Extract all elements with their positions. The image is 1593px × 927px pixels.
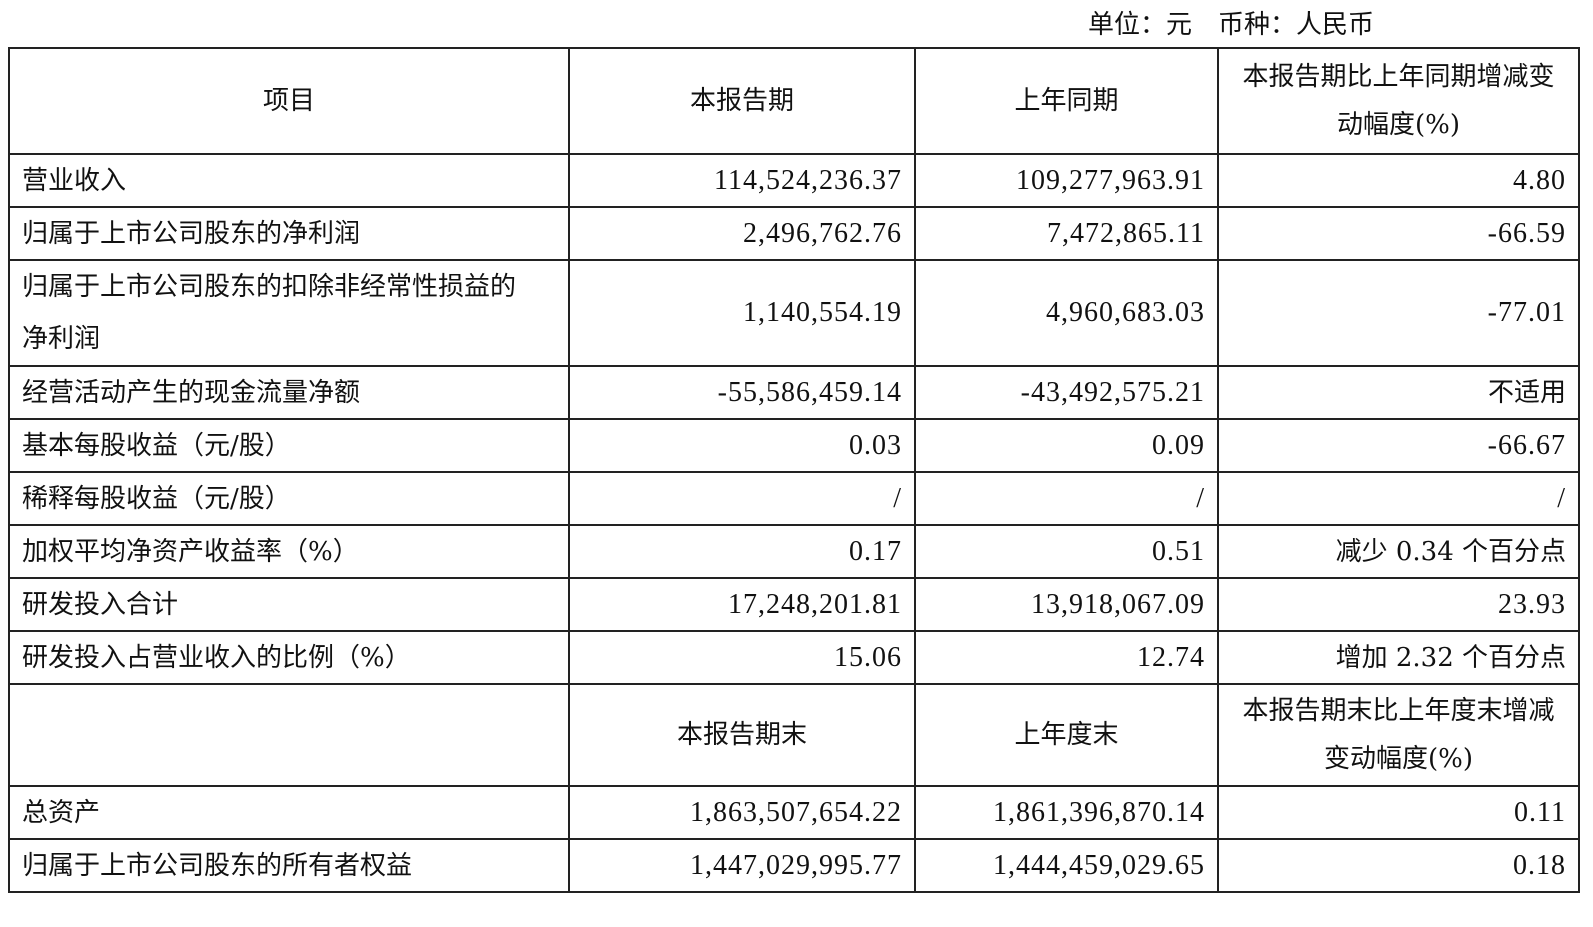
value-cell: 2,496,762.76	[568, 206, 916, 261]
header-row: 项目 本报告期 上年同期 本报告期比上年同期增减变动幅度(%)	[8, 47, 1580, 155]
table-row: 归属于上市公司股东的净利润 2,496,762.76 7,472,865.11 -66…	[8, 206, 1580, 261]
value-cell: 1,863,507,654.22	[568, 785, 916, 840]
value-cell: 109,277,963.91	[914, 153, 1219, 208]
value-cell: 4.80	[1217, 153, 1580, 208]
column-header: 上年度末	[914, 683, 1219, 787]
row-label-cell: 总资产	[8, 785, 570, 840]
row-label-cell: 稀释每股收益（元/股）	[8, 471, 570, 526]
value-cell: 0.51	[914, 524, 1219, 579]
row-label-cell: 研发投入合计	[8, 577, 570, 632]
value-cell: 1,447,029,995.77	[568, 838, 916, 893]
table-row: 总资产 1,863,507,654.22 1,861,396,870.14 0.11	[8, 785, 1580, 840]
value-cell: 4,960,683.03	[914, 259, 1219, 367]
row-label-cell: 研发投入占营业收入的比例（%）	[8, 630, 570, 685]
table-row: 营业收入 114,524,236.37 109,277,963.91 4.80	[8, 153, 1580, 208]
column-header: 本报告期末比上年度末增减变动幅度(%)	[1217, 683, 1580, 787]
unit-currency-note: 单位：元 币种：人民币	[1088, 10, 1375, 40]
value-cell: 15.06	[568, 630, 916, 685]
value-cell: 1,444,459,029.65	[914, 838, 1219, 893]
value-cell: /	[914, 471, 1219, 526]
row-label-cell: 归属于上市公司股东的净利润	[8, 206, 570, 261]
financial-data-table: 项目 本报告期 上年同期 本报告期比上年同期增减变动幅度(%) 营业收入 114,524,…	[8, 47, 1580, 893]
value-cell: 1,861,396,870.14	[914, 785, 1219, 840]
table-row: 归属于上市公司股东的扣除非经常性损益的净利润 1,140,554.19 4,960,…	[8, 259, 1580, 367]
table-row: 加权平均净资产收益率（%） 0.17 0.51 减少 0.34 个百分点	[8, 524, 1580, 579]
column-header: 本报告期末	[568, 683, 916, 787]
value-cell: 0.17	[568, 524, 916, 579]
value-cell: 0.03	[568, 418, 916, 473]
table-row: 基本每股收益（元/股） 0.03 0.09 -66.67	[8, 418, 1580, 473]
header-row: 本报告期末 上年度末 本报告期末比上年度末增减变动幅度(%)	[8, 683, 1580, 787]
row-label-cell: 归属于上市公司股东的所有者权益	[8, 838, 570, 893]
column-header	[8, 683, 570, 787]
value-cell: 17,248,201.81	[568, 577, 916, 632]
column-header: 本报告期	[568, 47, 916, 155]
row-label-cell: 经营活动产生的现金流量净额	[8, 365, 570, 420]
value-cell: /	[568, 471, 916, 526]
table-row: 稀释每股收益（元/股） / / /	[8, 471, 1580, 526]
row-label-cell: 营业收入	[8, 153, 570, 208]
value-cell: 12.74	[914, 630, 1219, 685]
value-cell: -66.67	[1217, 418, 1580, 473]
value-cell: -66.59	[1217, 206, 1580, 261]
value-cell: -43,492,575.21	[914, 365, 1219, 420]
value-cell: /	[1217, 471, 1580, 526]
value-cell: 0.11	[1217, 785, 1580, 840]
value-cell: 增加 2.32 个百分点	[1217, 630, 1580, 685]
value-cell: -77.01	[1217, 259, 1580, 367]
table-row: 研发投入占营业收入的比例（%） 15.06 12.74 增加 2.32 个百分点	[8, 630, 1580, 685]
value-cell: 23.93	[1217, 577, 1580, 632]
value-cell: -55,586,459.14	[568, 365, 916, 420]
row-label-cell: 归属于上市公司股东的扣除非经常性损益的净利润	[8, 259, 570, 367]
row-label-cell: 加权平均净资产收益率（%）	[8, 524, 570, 579]
column-header: 上年同期	[914, 47, 1219, 155]
column-header: 项目	[8, 47, 570, 155]
value-cell: 13,918,067.09	[914, 577, 1219, 632]
column-header: 本报告期比上年同期增减变动幅度(%)	[1217, 47, 1580, 155]
row-label-cell: 基本每股收益（元/股）	[8, 418, 570, 473]
value-cell: 0.18	[1217, 838, 1580, 893]
table-row: 研发投入合计 17,248,201.81 13,918,067.09 23.93	[8, 577, 1580, 632]
table-row: 经营活动产生的现金流量净额 -55,586,459.14 -43,492,575.2…	[8, 365, 1580, 420]
value-cell: 0.09	[914, 418, 1219, 473]
table-row: 归属于上市公司股东的所有者权益 1,447,029,995.77 1,444,459…	[8, 838, 1580, 893]
value-cell: 减少 0.34 个百分点	[1217, 524, 1580, 579]
value-cell: 7,472,865.11	[914, 206, 1219, 261]
value-cell: 1,140,554.19	[568, 259, 916, 367]
value-cell: 114,524,236.37	[568, 153, 916, 208]
value-cell: 不适用	[1217, 365, 1580, 420]
